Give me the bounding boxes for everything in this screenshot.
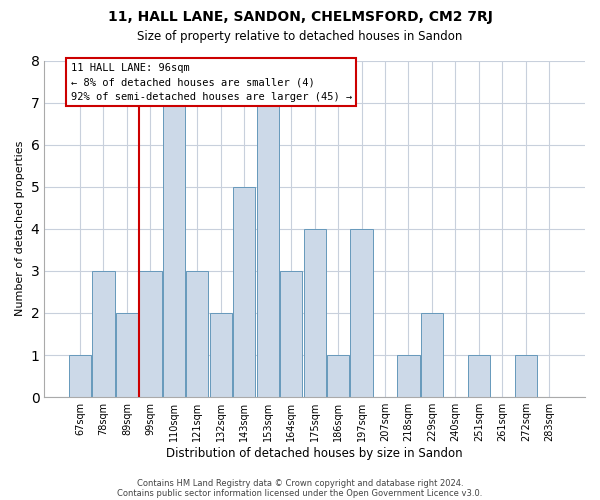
Bar [233, 186, 256, 397]
Bar [515, 355, 537, 397]
Bar [116, 313, 138, 397]
Bar [304, 229, 326, 397]
Text: Contains HM Land Registry data © Crown copyright and database right 2024.: Contains HM Land Registry data © Crown c… [137, 478, 463, 488]
Bar [350, 229, 373, 397]
Bar [163, 102, 185, 397]
Bar [186, 271, 208, 397]
Bar [421, 313, 443, 397]
X-axis label: Distribution of detached houses by size in Sandon: Distribution of detached houses by size … [166, 447, 463, 460]
Text: 11, HALL LANE, SANDON, CHELMSFORD, CM2 7RJ: 11, HALL LANE, SANDON, CHELMSFORD, CM2 7… [107, 10, 493, 24]
Bar [397, 355, 419, 397]
Text: 11 HALL LANE: 96sqm
← 8% of detached houses are smaller (4)
92% of semi-detached: 11 HALL LANE: 96sqm ← 8% of detached hou… [71, 62, 352, 102]
Bar [92, 271, 115, 397]
Bar [209, 313, 232, 397]
Y-axis label: Number of detached properties: Number of detached properties [15, 141, 25, 316]
Bar [69, 355, 91, 397]
Bar [327, 355, 349, 397]
Text: Contains public sector information licensed under the Open Government Licence v3: Contains public sector information licen… [118, 488, 482, 498]
Bar [280, 271, 302, 397]
Bar [468, 355, 490, 397]
Text: Size of property relative to detached houses in Sandon: Size of property relative to detached ho… [137, 30, 463, 43]
Bar [139, 271, 161, 397]
Bar [257, 102, 279, 397]
